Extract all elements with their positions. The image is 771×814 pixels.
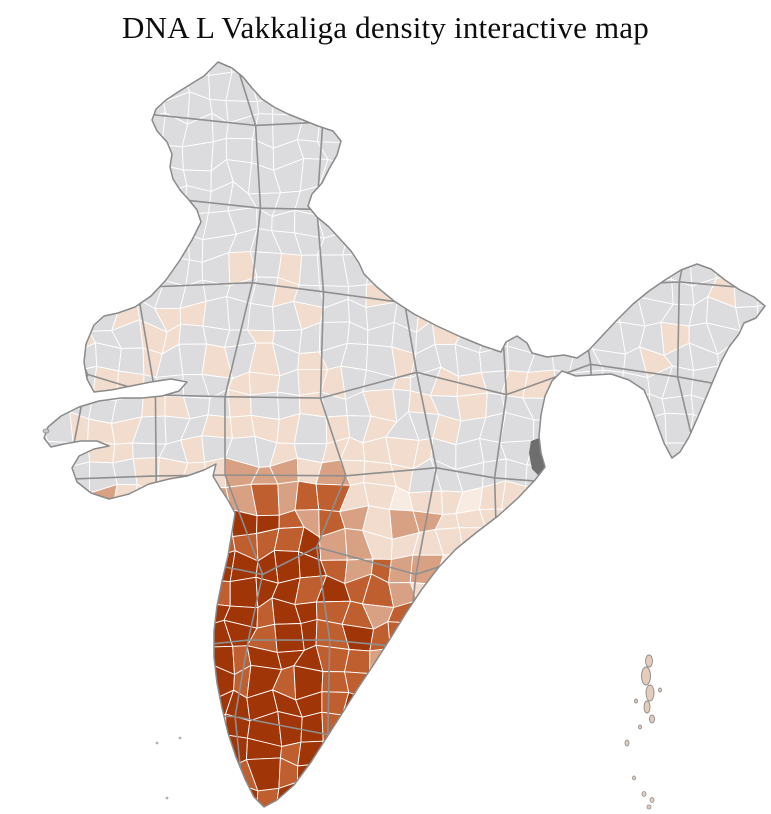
- district-cell[interactable]: [178, 323, 208, 345]
- district-cell[interactable]: [229, 576, 259, 609]
- andaman-island[interactable]: [658, 687, 662, 693]
- map-title: DNA L Vakkaliga density interactive map: [122, 10, 649, 45]
- district-cell[interactable]: [525, 485, 552, 514]
- district-cell[interactable]: [154, 233, 190, 261]
- district-cell[interactable]: [300, 711, 324, 743]
- island-groups[interactable]: [42, 428, 662, 810]
- district-cell[interactable]: [187, 233, 204, 263]
- district-cell[interactable]: [388, 554, 414, 584]
- district-cell[interactable]: [203, 713, 227, 737]
- andaman-island[interactable]: [649, 714, 655, 724]
- district-cell[interactable]: [134, 112, 166, 146]
- nicobar-island[interactable]: [649, 797, 655, 803]
- district-cell[interactable]: [181, 141, 214, 172]
- district-cell[interactable]: [644, 442, 667, 471]
- district-cell[interactable]: [207, 509, 234, 538]
- district-cell[interactable]: [522, 369, 558, 400]
- lakshadweep-island[interactable]: [165, 796, 169, 800]
- india-landmass: [18, 47, 765, 807]
- india-coastline: [43, 61, 766, 808]
- district-cell[interactable]: [294, 480, 320, 511]
- district-cell[interactable]: [369, 648, 392, 675]
- district-cell[interactable]: [118, 347, 145, 376]
- district-cell[interactable]: [344, 649, 371, 675]
- nicobar-island[interactable]: [632, 775, 636, 781]
- district-cell[interactable]: [225, 137, 253, 164]
- andaman-island[interactable]: [638, 724, 642, 730]
- district-cell[interactable]: [87, 440, 116, 464]
- district-cell[interactable]: [316, 185, 345, 216]
- district-cell[interactable]: [733, 273, 762, 308]
- district-cell[interactable]: [272, 92, 305, 117]
- district-cell[interactable]: [321, 691, 350, 716]
- district-cell[interactable]: [247, 302, 275, 332]
- nicobar-island[interactable]: [624, 739, 630, 747]
- district-cell[interactable]: [321, 711, 351, 742]
- lakshadweep-island[interactable]: [178, 736, 182, 740]
- andaman-island[interactable]: [643, 700, 651, 714]
- andaman-island[interactable]: [634, 698, 638, 704]
- district-cell[interactable]: [250, 391, 280, 420]
- district-cell[interactable]: [661, 394, 694, 415]
- district-cell[interactable]: [321, 671, 350, 693]
- district-cell[interactable]: [618, 393, 651, 420]
- district-cell[interactable]: [154, 185, 188, 217]
- nicobar-island[interactable]: [646, 804, 652, 810]
- district-cell[interactable]: [501, 508, 527, 538]
- district-cell[interactable]: [71, 365, 98, 400]
- district-cell[interactable]: [204, 457, 227, 489]
- district-cell[interactable]: [458, 527, 489, 554]
- lakshadweep-island[interactable]: [155, 741, 159, 745]
- andaman-island[interactable]: [645, 684, 655, 702]
- district-cell[interactable]: [132, 484, 159, 515]
- district-cell[interactable]: [208, 47, 233, 76]
- district-cell[interactable]: [229, 414, 256, 439]
- district-cell[interactable]: [18, 434, 49, 467]
- kutch-islet: [42, 428, 50, 434]
- district-cell[interactable]: [298, 254, 320, 287]
- district-cell[interactable]: [274, 623, 305, 653]
- district-cell[interactable]: [293, 413, 328, 445]
- andaman-island[interactable]: [645, 654, 653, 668]
- district-cell[interactable]: [690, 365, 719, 402]
- andaman-island[interactable]: [641, 666, 651, 686]
- district-cell[interactable]: [202, 296, 231, 331]
- district-cell[interactable]: [575, 323, 594, 350]
- district-cell[interactable]: [342, 229, 373, 256]
- district-cell[interactable]: [501, 480, 527, 514]
- district-cell[interactable]: [456, 392, 488, 422]
- district-cell[interactable]: [248, 371, 281, 396]
- nicobar-island[interactable]: [641, 791, 647, 797]
- district-cell[interactable]: [179, 50, 211, 76]
